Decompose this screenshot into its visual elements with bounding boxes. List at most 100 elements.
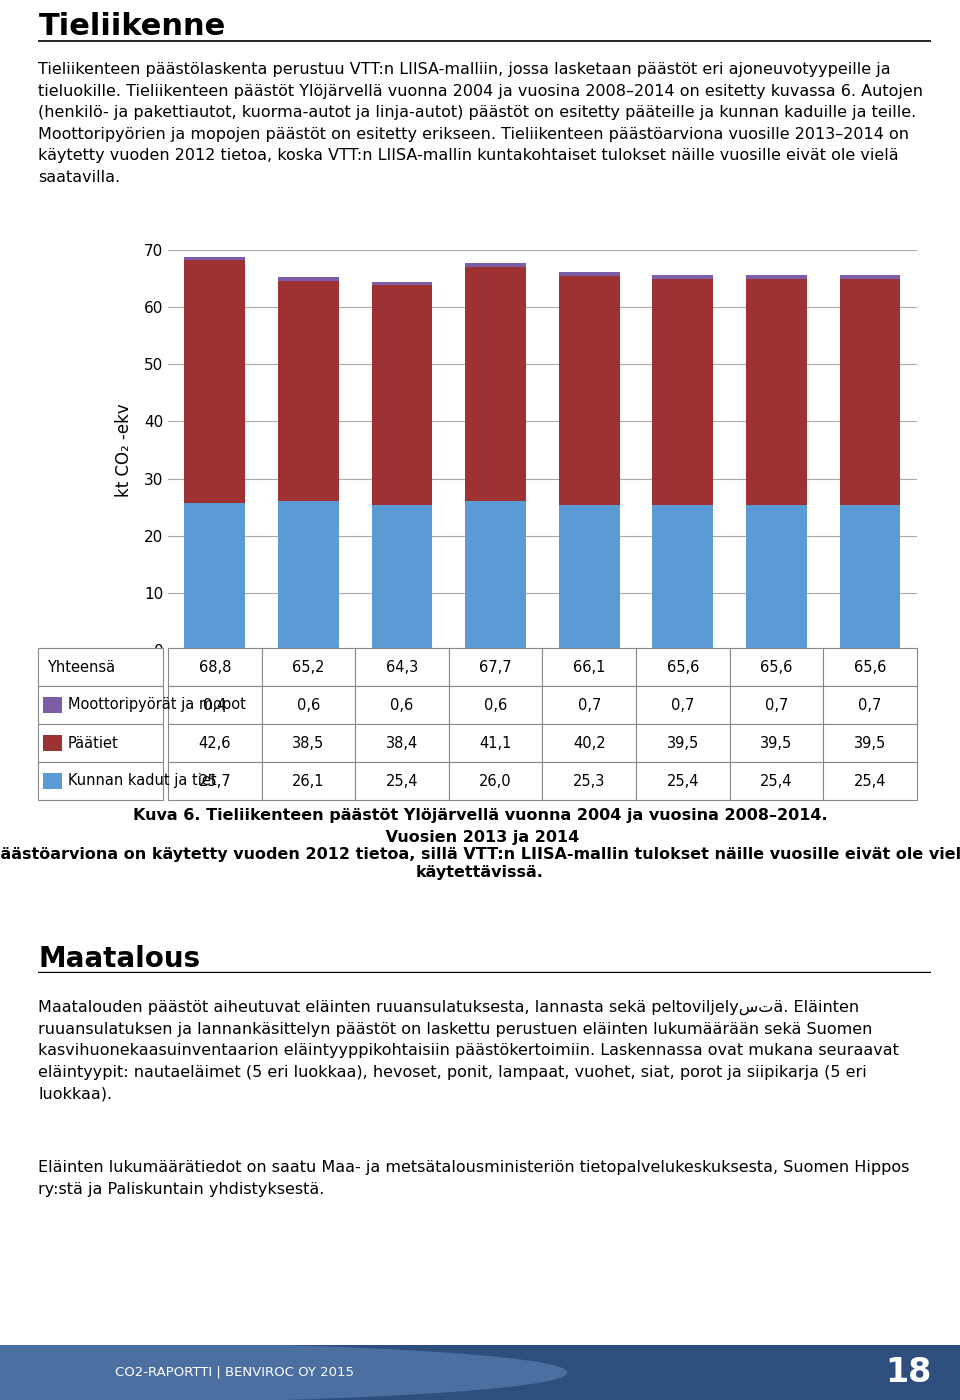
Text: 38,5: 38,5 <box>292 735 324 750</box>
Bar <box>730 724 824 762</box>
Text: 25,3: 25,3 <box>573 773 606 788</box>
Text: 25,4: 25,4 <box>386 773 419 788</box>
Text: 26,1: 26,1 <box>292 773 324 788</box>
Text: 40,2: 40,2 <box>573 735 606 750</box>
Circle shape <box>0 1343 566 1400</box>
Bar <box>38 724 163 762</box>
Bar <box>261 648 355 686</box>
Bar <box>278 277 339 281</box>
Text: 18: 18 <box>885 1357 931 1389</box>
Text: 67,7: 67,7 <box>479 659 512 675</box>
Bar <box>653 279 713 505</box>
Bar <box>636 686 730 724</box>
Bar <box>372 281 432 286</box>
Bar <box>542 724 636 762</box>
Bar <box>653 505 713 650</box>
Bar <box>746 276 806 279</box>
Text: 65,6: 65,6 <box>666 659 699 675</box>
Bar <box>542 648 636 686</box>
Bar <box>43 735 62 750</box>
Bar <box>824 648 917 686</box>
Text: 66,1: 66,1 <box>573 659 606 675</box>
Bar <box>38 762 163 799</box>
Bar <box>636 648 730 686</box>
Text: 26,0: 26,0 <box>479 773 512 788</box>
Bar <box>466 263 526 266</box>
Bar <box>43 697 62 713</box>
Bar <box>355 762 449 799</box>
Bar <box>168 724 261 762</box>
Bar <box>840 505 900 650</box>
Bar <box>840 279 900 505</box>
Bar <box>184 258 245 260</box>
Bar <box>372 286 432 505</box>
Bar <box>746 279 806 505</box>
Bar <box>38 686 163 724</box>
Bar <box>466 501 526 650</box>
Bar <box>355 686 449 724</box>
Text: Tieliikenne: Tieliikenne <box>38 13 226 41</box>
Bar <box>168 686 261 724</box>
Text: 65,6: 65,6 <box>760 659 793 675</box>
Bar <box>261 724 355 762</box>
Bar <box>38 648 163 686</box>
Bar <box>542 686 636 724</box>
Bar <box>730 648 824 686</box>
Bar <box>636 762 730 799</box>
Text: Moottoripyörät ja mopot: Moottoripyörät ja mopot <box>68 697 246 713</box>
Text: 39,5: 39,5 <box>760 735 793 750</box>
Bar <box>449 648 542 686</box>
Bar <box>372 505 432 650</box>
Bar <box>824 686 917 724</box>
Bar <box>449 762 542 799</box>
Bar <box>559 272 619 276</box>
Text: 0,7: 0,7 <box>765 697 788 713</box>
Y-axis label: kt CO₂ -ekv: kt CO₂ -ekv <box>114 403 132 497</box>
Bar <box>355 724 449 762</box>
Text: 25,4: 25,4 <box>853 773 886 788</box>
Text: Maatalouden päästöt aiheutuvat eläinten ruuansulatuksesta, lannasta sekä peltovi: Maatalouden päästöt aiheutuvat eläinten … <box>38 1000 900 1102</box>
Bar <box>730 686 824 724</box>
Bar <box>559 505 619 650</box>
Bar <box>278 501 339 650</box>
Text: 42,6: 42,6 <box>199 735 231 750</box>
Bar <box>184 260 245 503</box>
Text: 0,7: 0,7 <box>671 697 694 713</box>
Text: 38,4: 38,4 <box>386 735 419 750</box>
Bar <box>559 276 619 505</box>
Text: 25,4: 25,4 <box>760 773 793 788</box>
Bar <box>43 773 62 790</box>
Bar <box>168 762 261 799</box>
Text: 65,2: 65,2 <box>292 659 324 675</box>
Bar <box>824 762 917 799</box>
Circle shape <box>0 1350 470 1396</box>
Bar <box>542 762 636 799</box>
Text: 0,6: 0,6 <box>391 697 414 713</box>
Text: 41,1: 41,1 <box>479 735 512 750</box>
Text: Maatalous: Maatalous <box>38 945 201 973</box>
Bar <box>449 724 542 762</box>
Bar <box>184 503 245 650</box>
Text: 25,7: 25,7 <box>199 773 231 788</box>
Text: 0,7: 0,7 <box>578 697 601 713</box>
Bar <box>261 762 355 799</box>
Text: Yhteensä: Yhteensä <box>47 659 115 675</box>
Text: 65,6: 65,6 <box>853 659 886 675</box>
Bar <box>466 266 526 501</box>
Bar <box>449 686 542 724</box>
Text: 0,6: 0,6 <box>484 697 507 713</box>
Text: Vuosien 2013 ja 2014
päästöarviona on käytetty vuoden 2012 tietoa, sillä VTT:n L: Vuosien 2013 ja 2014 päästöarviona on kä… <box>0 830 960 879</box>
Text: 25,4: 25,4 <box>666 773 699 788</box>
Text: 64,3: 64,3 <box>386 659 419 675</box>
Bar <box>840 276 900 279</box>
Text: 0,7: 0,7 <box>858 697 881 713</box>
Text: 0,6: 0,6 <box>297 697 320 713</box>
Text: 0,4: 0,4 <box>204 697 227 713</box>
Bar <box>636 724 730 762</box>
Bar <box>355 648 449 686</box>
Bar <box>746 505 806 650</box>
Text: Eläinten lukumäärätiedot on saatu Maa- ja metsätalousministeriön tietopalvelukes: Eläinten lukumäärätiedot on saatu Maa- j… <box>38 1161 910 1197</box>
Bar <box>824 724 917 762</box>
Text: 68,8: 68,8 <box>199 659 231 675</box>
Text: Kuva 6. Tieliikenteen päästöt Ylöjärvellä vuonna 2004 ja vuosina 2008–2014.: Kuva 6. Tieliikenteen päästöt Ylöjärvell… <box>132 808 828 823</box>
